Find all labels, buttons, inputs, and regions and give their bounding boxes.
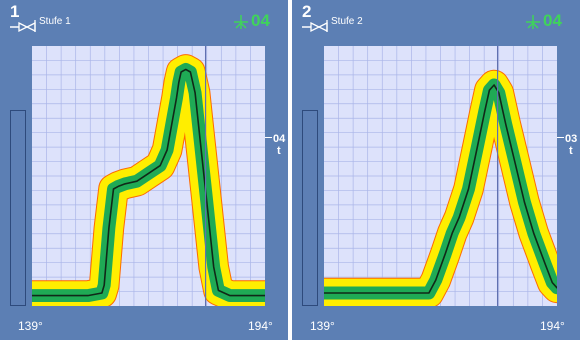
- side-tick: [557, 137, 564, 138]
- tonnage-curve-line: [324, 84, 557, 294]
- angle-start-label: 139°: [18, 319, 43, 333]
- stage-label: Stufe 1: [39, 16, 71, 27]
- stroke-counter: 04: [543, 11, 562, 30]
- tonnage-curve-plot[interactable]: [324, 46, 557, 306]
- tonnage-value: 04: [273, 133, 286, 145]
- counter-arrow-icon: [526, 15, 540, 29]
- stage-number: 1: [10, 2, 20, 21]
- tonnage-unit: t: [569, 145, 573, 157]
- valve-icon: [10, 20, 36, 33]
- stage-2-panel[interactable]: 2 Stufe 2 04 03 t 139° 194°: [292, 0, 580, 340]
- tonnage-curve-plot[interactable]: [32, 46, 265, 306]
- side-tick: [265, 137, 272, 138]
- panel-divider: [288, 0, 292, 340]
- angle-start-label: 139°: [310, 319, 335, 333]
- tonnage-value: 03: [565, 133, 578, 145]
- counter-arrow-icon: [234, 15, 248, 29]
- tonnage-unit: t: [277, 145, 281, 157]
- stage-1-panel[interactable]: 1 Stufe 1 04 04 t 139° 194°: [0, 0, 288, 340]
- stage-label: Stufe 2: [331, 16, 363, 27]
- level-bar: [10, 110, 26, 306]
- angle-end-label: 194°: [540, 319, 565, 333]
- angle-end-label: 194°: [248, 319, 273, 333]
- stroke-counter: 04: [251, 11, 270, 30]
- valve-icon: [302, 20, 328, 33]
- level-bar: [302, 110, 318, 306]
- stage-number: 2: [302, 2, 312, 21]
- tonnage-curve-line: [32, 68, 265, 297]
